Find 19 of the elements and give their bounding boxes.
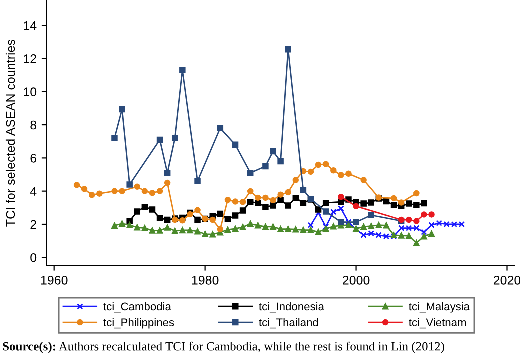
x-tick-label: 2000 bbox=[343, 276, 370, 285]
y-tick-label: 4 bbox=[30, 187, 37, 196]
legend-label: tci_Indonesia bbox=[259, 302, 324, 313]
legend-label: tci_Thailand bbox=[259, 318, 318, 329]
y-axis-title: TCI for selected ASEAN countries bbox=[6, 40, 16, 227]
x-tick-label: 1960 bbox=[41, 276, 68, 285]
y-tick-label: 10 bbox=[24, 88, 37, 97]
y-tick-label: 2 bbox=[30, 220, 36, 230]
legend-label: tci_Malaysia bbox=[409, 302, 470, 313]
source-note: Source(s): Authors recalculated TCI for Cambodia, while the rest is found in Lin (2012) bbox=[3, 342, 444, 354]
legend-label: tci_Cambodia bbox=[104, 302, 172, 313]
y-tick-label: 12 bbox=[24, 54, 36, 64]
y-tick-label: 14 bbox=[24, 22, 37, 30]
y-tick-label: 6 bbox=[30, 154, 37, 163]
y-tick-label: 0 bbox=[30, 253, 37, 262]
legend-label: tci_Philippines bbox=[104, 318, 174, 329]
x-tick-label: 1980 bbox=[192, 276, 219, 285]
y-tick-label: 8 bbox=[30, 120, 37, 130]
legend-label: tci_Vietnam bbox=[409, 318, 466, 329]
